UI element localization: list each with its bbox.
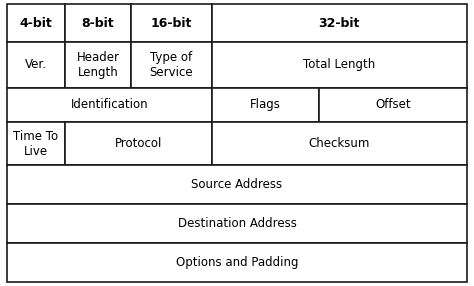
Text: Time To
Live: Time To Live bbox=[13, 130, 58, 158]
Text: Identification: Identification bbox=[71, 98, 148, 111]
Text: Flags: Flags bbox=[250, 98, 281, 111]
Bar bbox=[64, 4, 131, 42]
Bar bbox=[7, 204, 467, 243]
Text: Options and Padding: Options and Padding bbox=[176, 256, 298, 269]
Bar bbox=[131, 4, 212, 42]
Bar bbox=[7, 42, 64, 88]
Text: Total Length: Total Length bbox=[303, 58, 375, 71]
Bar bbox=[212, 42, 467, 88]
Bar bbox=[212, 4, 467, 42]
Bar bbox=[7, 88, 212, 122]
Bar bbox=[7, 243, 467, 282]
Bar bbox=[7, 4, 64, 42]
Text: Protocol: Protocol bbox=[114, 137, 162, 150]
Bar bbox=[7, 122, 64, 165]
Text: Checksum: Checksum bbox=[309, 137, 370, 150]
Text: 32-bit: 32-bit bbox=[319, 17, 360, 29]
Bar bbox=[131, 42, 212, 88]
Text: 8-bit: 8-bit bbox=[82, 17, 114, 29]
Bar bbox=[212, 88, 319, 122]
Text: Offset: Offset bbox=[375, 98, 410, 111]
Bar bbox=[64, 42, 131, 88]
Text: 4-bit: 4-bit bbox=[19, 17, 52, 29]
Bar bbox=[64, 122, 212, 165]
Text: Source Address: Source Address bbox=[191, 178, 283, 191]
Text: Type of
Service: Type of Service bbox=[150, 51, 193, 79]
Text: Ver.: Ver. bbox=[25, 58, 47, 71]
Text: Destination Address: Destination Address bbox=[178, 217, 296, 230]
Text: Header
Length: Header Length bbox=[76, 51, 119, 79]
Bar bbox=[7, 165, 467, 204]
Bar bbox=[319, 88, 467, 122]
Text: 16-bit: 16-bit bbox=[151, 17, 192, 29]
Bar bbox=[212, 122, 467, 165]
